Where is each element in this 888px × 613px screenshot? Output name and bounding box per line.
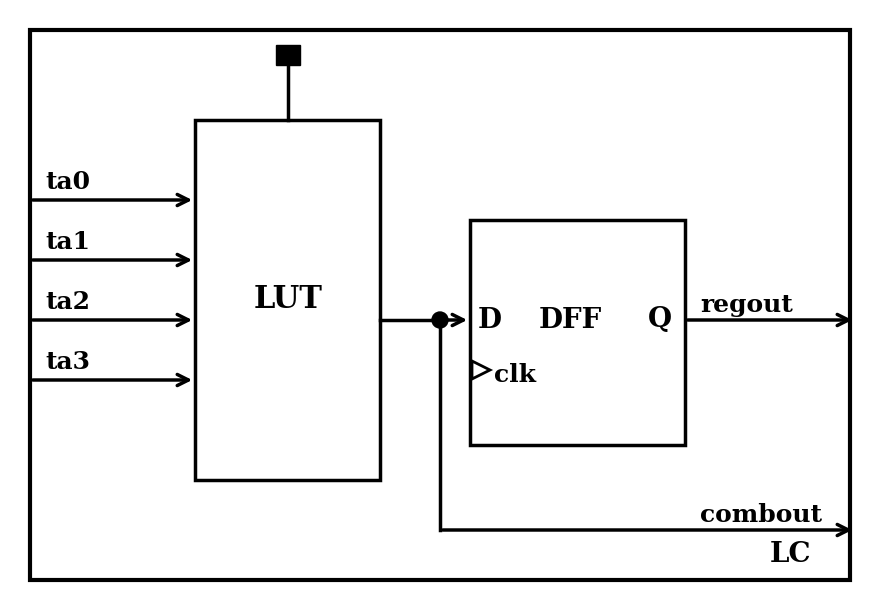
Text: ta3: ta3 — [45, 350, 90, 374]
Text: LUT: LUT — [253, 284, 322, 316]
Circle shape — [432, 312, 448, 328]
Text: clk: clk — [494, 363, 536, 387]
Text: ta2: ta2 — [45, 290, 90, 314]
Text: combout: combout — [700, 503, 822, 527]
Text: LC: LC — [769, 541, 811, 568]
Bar — [470, 220, 685, 445]
Text: ta0: ta0 — [45, 170, 90, 194]
Text: DFF: DFF — [538, 306, 602, 333]
Bar — [276, 45, 300, 65]
Bar — [195, 120, 380, 480]
Text: D: D — [478, 306, 502, 333]
Text: Q: Q — [648, 306, 672, 333]
Bar — [30, 30, 850, 580]
Text: ta1: ta1 — [45, 230, 90, 254]
Text: regout: regout — [700, 293, 793, 317]
Polygon shape — [472, 361, 490, 379]
